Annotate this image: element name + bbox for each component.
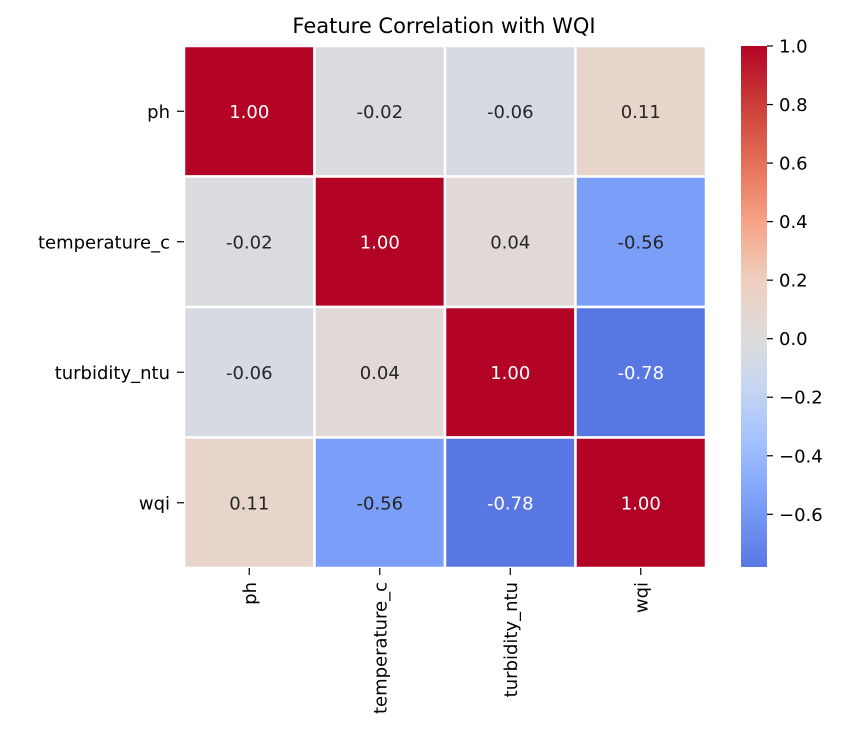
colorbar-tick-label: 0.2 xyxy=(779,271,808,292)
x-axis-ticks: ph temperature_c turbidity_ntu wqi xyxy=(240,568,652,714)
colorbar-tick-label: 0.8 xyxy=(779,95,808,116)
colorbar-tick-label: −0.6 xyxy=(779,505,823,526)
x-tick-label: ph xyxy=(240,582,261,605)
cell-value-label: 0.11 xyxy=(621,102,661,123)
colorbar-tick-label: 0.6 xyxy=(779,154,808,175)
heatmap-cell xyxy=(574,44,708,178)
x-tick-label: turbidity_ntu xyxy=(501,582,522,697)
cell-value-label: -0.56 xyxy=(356,493,403,514)
colorbar-tick-label: −0.4 xyxy=(779,446,823,467)
colorbar-tick-label: 0.4 xyxy=(779,212,808,233)
x-tick-label: temperature_c xyxy=(370,582,391,714)
colorbar-ticks: 1.0 0.8 0.6 0.4 0.2 0.0 −0.2 −0.4 −0.6 xyxy=(767,37,823,526)
chart-title: Feature Correlation with WQI xyxy=(292,14,595,38)
cell-value-label: 0.11 xyxy=(229,493,269,514)
cell-value-label: 1.00 xyxy=(229,102,269,123)
cell-value-label: -0.06 xyxy=(487,102,534,123)
cell-value-label: -0.56 xyxy=(617,232,664,253)
cell-value-label: -0.06 xyxy=(226,363,273,384)
heatmap-cell xyxy=(313,305,447,439)
x-tick-label: wqi xyxy=(631,582,652,613)
heatmap-cell xyxy=(182,44,316,178)
heatmap-cells xyxy=(182,44,708,570)
y-tick-label: ph xyxy=(147,102,170,123)
heatmap-cell xyxy=(574,305,708,439)
heatmap-cell xyxy=(313,436,447,570)
colorbar-tick-label: 0.0 xyxy=(779,329,808,350)
colorbar-tick-label: −0.2 xyxy=(779,388,823,409)
heatmap-cell xyxy=(443,44,577,178)
cell-value-label: -0.02 xyxy=(356,102,403,123)
heatmap-cell xyxy=(574,175,708,309)
cell-value-label: -0.78 xyxy=(617,363,664,384)
heatmap-cell xyxy=(574,436,708,570)
cell-value-label: 1.00 xyxy=(621,493,661,514)
cell-value-label: 1.00 xyxy=(490,363,530,384)
y-tick-label: temperature_c xyxy=(38,232,170,253)
heatmap-cell xyxy=(313,175,447,309)
cell-value-label: -0.78 xyxy=(487,493,534,514)
colorbar xyxy=(741,46,767,567)
cell-value-label: 0.04 xyxy=(360,363,400,384)
colorbar-tick-label: 1.0 xyxy=(779,37,808,58)
cell-value-label: 0.04 xyxy=(490,232,530,253)
y-tick-label: turbidity_ntu xyxy=(55,363,170,384)
heatmap-cell xyxy=(313,44,447,178)
y-tick-label: wqi xyxy=(139,493,170,514)
heatmap-cell-labels: 1.00 -0.02 -0.06 0.11 -0.02 1.00 0.04 -0.56 -0.0… xyxy=(226,102,664,515)
cell-value-label: 1.00 xyxy=(360,232,400,253)
cell-value-label: -0.02 xyxy=(226,232,273,253)
